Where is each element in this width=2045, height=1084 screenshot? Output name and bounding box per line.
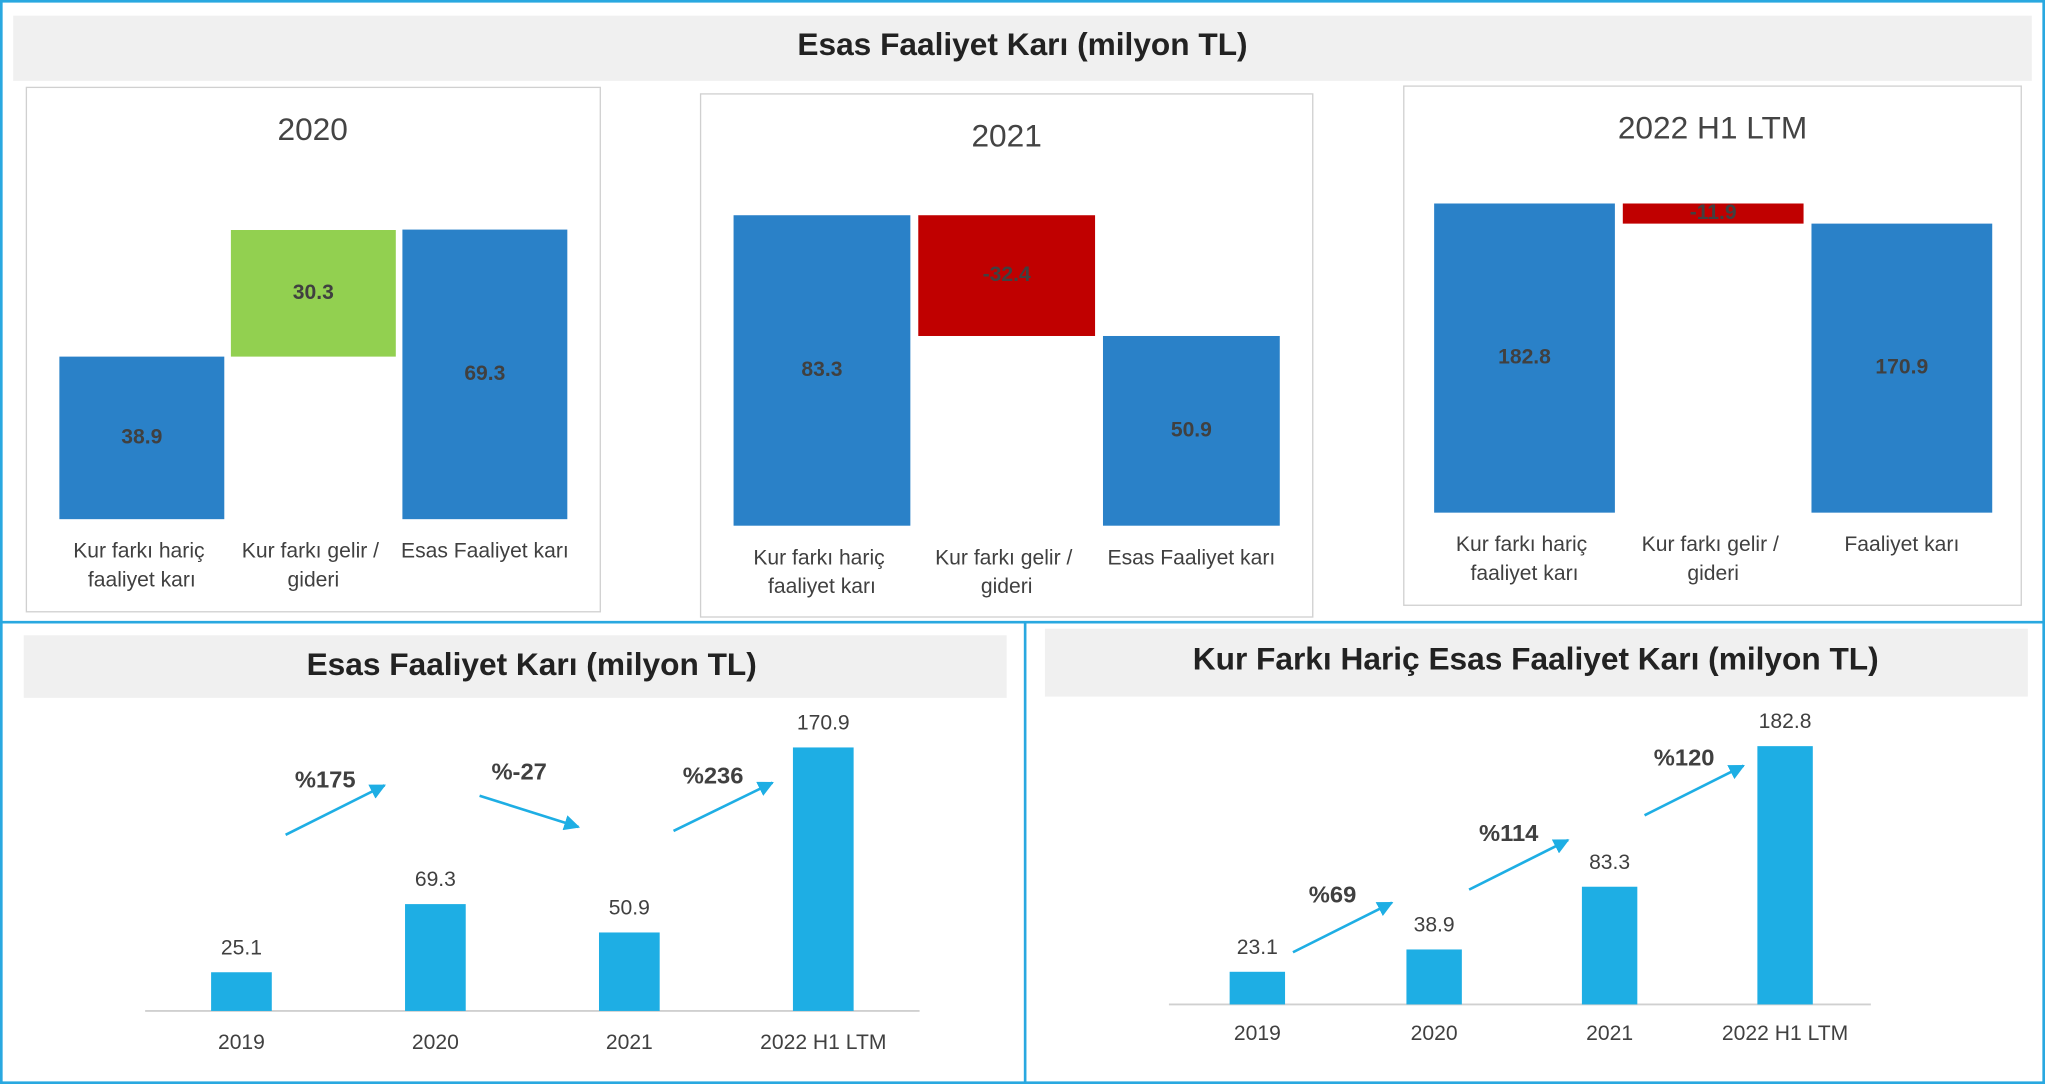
bar [230,230,396,357]
value-label: 25.1 [221,936,262,959]
bar [918,215,1096,336]
arrow [1643,764,1745,817]
bar [1811,223,1993,513]
chart-title: Kur Farkı Hariç Esas Faaliyet Karı (mily… [1193,642,1879,677]
x-tick-label: 2019 [1234,1022,1281,1045]
annotation: %175 [295,768,356,794]
panel-title: 2020 [277,112,347,147]
bar [1622,203,1804,224]
bar [405,904,466,1011]
value-label: 182.8 [1759,710,1812,733]
value-label: 38.9 [1414,914,1455,937]
category-label: Esas Faaliyet karı [401,539,569,562]
category-label: Kur farkı hariç faaliyet karı [73,539,210,591]
value-label: 170.9 [797,712,850,735]
x-tick-label: 2021 [606,1031,653,1054]
annotation: %120 [1654,746,1715,772]
chart-title: Esas Faaliyet Karı (milyon TL) [307,647,757,682]
value-label: 23.1 [1237,936,1278,959]
arrow [672,781,774,833]
bar [1102,335,1280,526]
value-label: 83.3 [801,358,842,381]
value-label: -32.4 [983,263,1031,286]
value-label: 182.8 [1498,346,1551,369]
x-tick-label: 2022 H1 LTM [760,1031,886,1054]
annotation: %114 [1479,821,1538,847]
title-band [23,635,1007,698]
bar [1757,746,1813,1005]
value-label: 38.9 [121,426,162,449]
bar [59,356,225,520]
value-label: 30.3 [293,281,334,304]
bar [402,229,568,520]
bar [792,747,854,1011]
bar [1434,203,1615,513]
annotation: %-27 [491,760,546,786]
value-label: 50.9 [1171,418,1212,441]
x-tick-label: 2020 [412,1031,459,1054]
x-tick-label: 2019 [218,1031,265,1054]
value-label: 83.3 [1589,851,1630,874]
category-label: Faaliyet karı [1844,533,1959,556]
bar [1406,949,1462,1005]
arrow [1468,838,1570,891]
arrow [479,794,581,831]
category-label: Kur farkı gelir / gideri [242,539,385,591]
value-label: 170.9 [1875,356,1928,379]
x-tick-label: 2022 H1 LTM [1722,1022,1848,1045]
annotation: %69 [1309,882,1357,908]
annotation: %236 [683,764,744,790]
arrow [1292,901,1394,954]
main-title: Esas Faaliyet Karı (milyon TL) [797,27,1247,62]
category-label: Kur farkı hariç faaliyet karı [1456,533,1593,585]
panel-title: 2021 [971,119,1041,154]
bar [598,932,660,1011]
value-label: 69.3 [415,868,456,891]
x-tick-label: 2020 [1411,1022,1458,1045]
category-label: Kur farkı gelir / gideri [935,546,1078,598]
category-label: Kur farkı gelir / gideri [1642,533,1785,585]
x-tick-label: 2021 [1586,1022,1633,1045]
bar [1229,971,1286,1005]
bar [211,972,272,1011]
panel-title: 2022 H1 LTM [1618,111,1807,146]
category-label: Esas Faaliyet karı [1108,546,1276,569]
category-label: Kur farkı hariç faaliyet karı [753,546,890,598]
title-band [1044,628,2028,697]
arrow [285,784,387,837]
value-label: 69.3 [464,362,505,385]
bar [1581,886,1638,1005]
title-band [13,15,2032,81]
bar [733,215,911,526]
value-label: -11.9 [1690,201,1737,224]
value-label: 50.9 [609,897,650,920]
